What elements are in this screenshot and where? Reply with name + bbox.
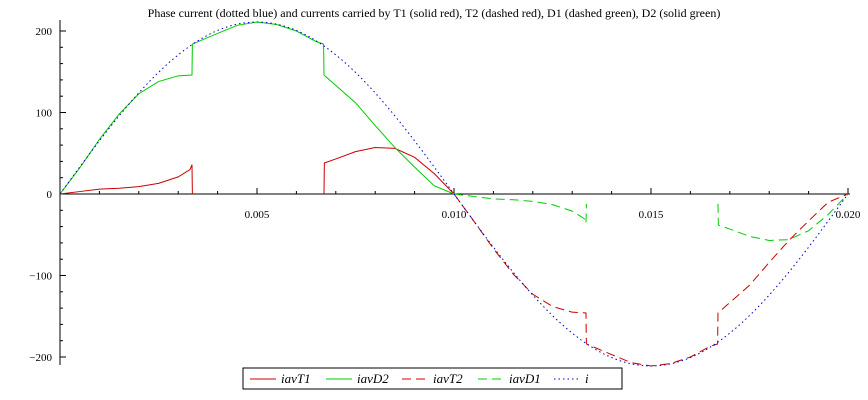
series-line-iavD2 <box>59 21 455 195</box>
series-line-iavD1 <box>717 193 849 241</box>
series-line-iavD1 <box>453 193 587 224</box>
y-tick-label: 200 <box>36 26 53 38</box>
x-tick-label: 0.010 <box>442 209 467 221</box>
legend-label: i <box>585 371 589 386</box>
series-line-iavT1 <box>59 164 193 195</box>
legend-label: iavT2 <box>433 371 463 386</box>
series-line-iavT1 <box>323 147 455 195</box>
legend: iavT1 iavD2 iavT2 iavD1 i <box>242 367 623 390</box>
y-tick-label: −100 <box>29 271 52 283</box>
series-line-i <box>59 21 849 367</box>
legend-box <box>242 367 623 390</box>
axes: 200 100 0 −100 −200 0.005 0.010 0.015 0.020 <box>29 20 861 365</box>
x-tick-label: 0.015 <box>639 209 664 221</box>
y-tick-label: −200 <box>29 352 52 364</box>
legend-label: iavT1 <box>281 371 311 386</box>
legend-label: iavD1 <box>509 371 541 386</box>
legend-label: iavD2 <box>357 371 389 386</box>
x-tick-label: 0.020 <box>836 209 861 221</box>
y-tick-label: 100 <box>36 108 53 120</box>
chart-title: Phase current (dotted blue) and currents… <box>148 6 721 20</box>
x-tick-label: 0.005 <box>245 209 270 221</box>
plot-lines <box>59 21 849 367</box>
y-tick-label: 0 <box>47 189 53 201</box>
